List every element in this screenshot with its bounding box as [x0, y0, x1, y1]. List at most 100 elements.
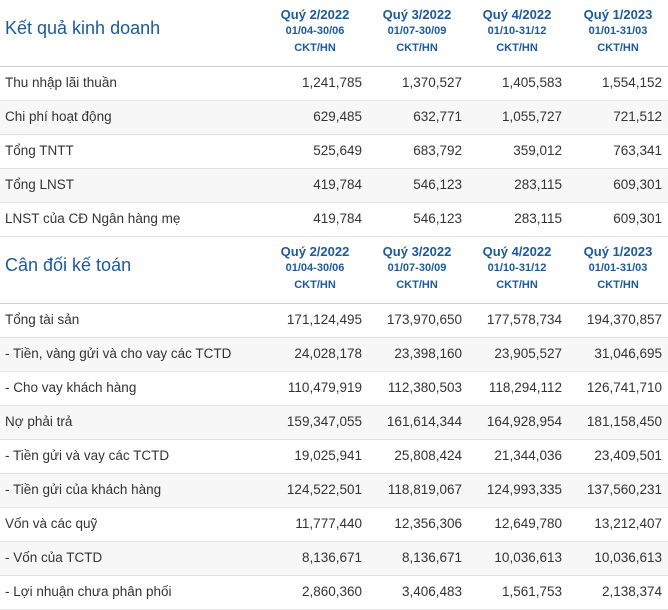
- date-range-label: 01/01-31/03: [588, 262, 648, 274]
- cell-value: 283,115: [514, 177, 562, 192]
- column-header: Quý 1/2023 01/01-31/03 CKT/HN: [563, 6, 668, 57]
- date-range-label: 01/04-30/06: [285, 262, 345, 274]
- cell-value: 161,614,344: [386, 414, 462, 429]
- unit-label: CKT/HN: [496, 279, 538, 291]
- cell-value: 629,485: [313, 109, 362, 124]
- table-row: Chi phí hoạt động 629,485 632,771 1,055,727…: [0, 101, 668, 135]
- quarter-label: Quý 1/2023: [583, 244, 653, 259]
- table-row: - Cho vay khách hàng 110,479,919 112,380,5…: [0, 372, 668, 406]
- cell-value: 419,784: [313, 211, 362, 226]
- cell-value: 609,301: [613, 211, 662, 226]
- cell-value: 1,055,727: [501, 109, 562, 124]
- table-row: Tổng tài sản 171,124,495 173,970,650 177,57…: [0, 304, 668, 338]
- table-row: - Vốn của TCTD 8,136,671 8,136,671 10,036,6…: [0, 542, 668, 576]
- row-label: - Tiền gửi của khách hàng: [5, 482, 162, 497]
- cell-value: 721,512: [613, 109, 662, 124]
- cell-value: 21,344,036: [494, 448, 562, 463]
- table-row: Tổng TNTT 525,649 683,792 359,012 763,341: [0, 135, 668, 169]
- date-range-label: 01/01-31/03: [588, 25, 648, 37]
- row-label: Chi phí hoạt động: [5, 109, 112, 124]
- cell-value: 1,561,753: [501, 584, 562, 599]
- cell-value: 159,347,055: [286, 414, 362, 429]
- date-range-label: 01/07-30/09: [387, 262, 447, 274]
- quarter-label: Quý 2/2022: [280, 7, 350, 22]
- table-row: Vốn và các quỹ 11,777,440 12,356,306 12,649…: [0, 508, 668, 542]
- row-label: Tổng tài sản: [5, 312, 80, 327]
- balance-sheet-header: Cân đối kế toán Quý 2/2022 01/04-30/06 CKT/…: [0, 237, 668, 304]
- cell-value: 31,046,695: [594, 346, 662, 361]
- date-range-label: 01/10-31/12: [487, 25, 547, 37]
- row-label: Tổng LNST: [5, 177, 75, 192]
- unit-label: CKT/HN: [294, 279, 336, 291]
- income-statement-title: Kết quả kinh doanh: [5, 18, 161, 38]
- column-header: Quý 2/2022 01/04-30/06 CKT/HN: [260, 6, 370, 57]
- row-label: - Tiền gửi và vay các TCTD: [5, 448, 170, 463]
- cell-value: 126,741,710: [586, 380, 662, 395]
- quarter-label: Quý 3/2022: [382, 7, 452, 22]
- row-label: - Vốn của TCTD: [5, 550, 103, 565]
- row-label: Thu nhập lãi thuần: [5, 75, 117, 90]
- cell-value: 171,124,495: [286, 312, 362, 327]
- cell-value: 1,405,583: [501, 75, 562, 90]
- cell-value: 525,649: [313, 143, 362, 158]
- cell-value: 164,928,954: [486, 414, 562, 429]
- row-label: - Tiền, vàng gửi và cho vay các TCTD: [5, 346, 232, 361]
- table-row: - Tiền, vàng gửi và cho vay các TCTD 24,0…: [0, 338, 668, 372]
- cell-value: 1,370,527: [401, 75, 462, 90]
- cell-value: 283,115: [514, 211, 562, 226]
- income-statement-rows: Thu nhập lãi thuần 1,241,785 1,370,527 1,40…: [0, 67, 668, 237]
- cell-value: 2,860,360: [301, 584, 362, 599]
- date-range-label: 01/07-30/09: [387, 25, 447, 37]
- cell-value: 13,212,407: [594, 516, 662, 531]
- cell-value: 137,560,231: [586, 482, 662, 497]
- cell-value: 194,370,857: [586, 312, 662, 327]
- column-header: Quý 1/2023 01/01-31/03 CKT/HN: [563, 243, 668, 294]
- unit-label: CKT/HN: [597, 279, 639, 291]
- column-header: Quý 2/2022 01/04-30/06 CKT/HN: [260, 243, 370, 294]
- cell-value: 25,808,424: [394, 448, 462, 463]
- table-row: Thu nhập lãi thuần 1,241,785 1,370,527 1,40…: [0, 67, 668, 101]
- cell-value: 2,138,374: [601, 584, 662, 599]
- cell-value: 609,301: [613, 177, 662, 192]
- table-row: Tổng LNST 419,784 546,123 283,115 609,301: [0, 169, 668, 203]
- cell-value: 8,136,671: [401, 550, 462, 565]
- balance-sheet-rows: Tổng tài sản 171,124,495 173,970,650 177,57…: [0, 304, 668, 610]
- cell-value: 181,158,450: [586, 414, 662, 429]
- cell-value: 112,380,503: [387, 380, 462, 395]
- cell-value: 10,036,613: [594, 550, 662, 565]
- row-label: Vốn và các quỹ: [5, 516, 98, 531]
- column-header: Quý 4/2022 01/10-31/12 CKT/HN: [462, 243, 572, 294]
- date-range-label: 01/10-31/12: [487, 262, 547, 274]
- income-statement-header: Kết quả kinh doanh Quý 2/2022 01/04-30/06 C…: [0, 0, 668, 67]
- column-header: Quý 3/2022 01/07-30/09 CKT/HN: [362, 6, 472, 57]
- cell-value: 419,784: [313, 177, 362, 192]
- cell-value: 632,771: [413, 109, 462, 124]
- column-header: Quý 3/2022 01/07-30/09 CKT/HN: [362, 243, 472, 294]
- table-row: - Tiền gửi và vay các TCTD 19,025,941 25,8…: [0, 440, 668, 474]
- table-row: Nợ phải trả 159,347,055 161,614,344 164,928…: [0, 406, 668, 440]
- table-row: LNST của CĐ Ngân hàng mẹ 419,784 546,123 28…: [0, 203, 668, 237]
- cell-value: 10,036,613: [494, 550, 562, 565]
- cell-value: 19,025,941: [294, 448, 362, 463]
- unit-label: CKT/HN: [294, 42, 336, 54]
- balance-sheet-title: Cân đối kế toán: [5, 255, 132, 275]
- cell-value: 110,479,919: [287, 380, 362, 395]
- cell-value: 3,406,483: [401, 584, 462, 599]
- cell-value: 12,356,306: [394, 516, 462, 531]
- cell-value: 24,028,178: [294, 346, 362, 361]
- cell-value: 1,554,152: [601, 75, 662, 90]
- cell-value: 124,993,335: [486, 482, 562, 497]
- cell-value: 177,578,734: [486, 312, 562, 327]
- cell-value: 12,649,780: [494, 516, 562, 531]
- row-label: - Cho vay khách hàng: [5, 380, 137, 395]
- cell-value: 124,522,501: [286, 482, 362, 497]
- quarter-label: Quý 4/2022: [482, 244, 552, 259]
- balance-sheet-section: Cân đối kế toán Quý 2/2022 01/04-30/06 CKT/…: [0, 237, 668, 610]
- row-label: - Lợi nhuận chưa phân phối: [5, 584, 172, 599]
- cell-value: 1,241,785: [301, 75, 362, 90]
- cell-value: 8,136,671: [301, 550, 362, 565]
- cell-value: 173,970,650: [386, 312, 462, 327]
- unit-label: CKT/HN: [496, 42, 538, 54]
- cell-value: 546,123: [413, 177, 462, 192]
- date-range-label: 01/04-30/06: [285, 25, 345, 37]
